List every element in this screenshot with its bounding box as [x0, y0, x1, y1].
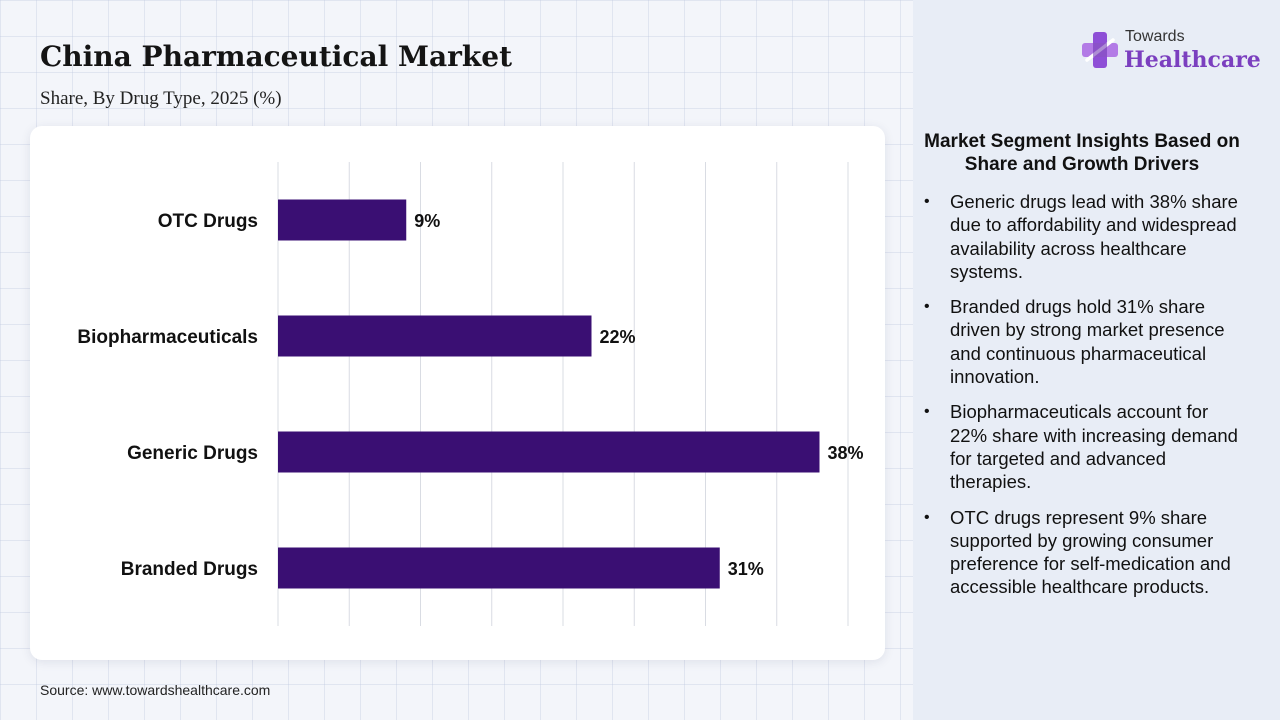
- insight-text: OTC drugs represent 9% share supported b…: [950, 506, 1231, 598]
- insights-title: Market Segment Insights Based on Share a…: [924, 131, 1240, 175]
- insights-list: • Generic drugs lead with 38% share due t…: [922, 190, 1242, 611]
- chart-card: OTC Drugs 9% Biopharmaceuticals 22% Generic …: [30, 126, 885, 660]
- bullet-icon: •: [924, 298, 930, 316]
- page-subtitle: Share, By Drug Type, 2025 (%): [40, 88, 282, 109]
- insight-item: • Generic drugs lead with 38% share due t…: [922, 190, 1242, 283]
- category-label: OTC Drugs: [158, 211, 258, 232]
- bullet-icon: •: [924, 508, 930, 526]
- logo-text-main: Healthcare: [1124, 47, 1261, 73]
- insight-text: Generic drugs lead with 38% share due to…: [950, 191, 1238, 282]
- bar: [278, 199, 407, 241]
- source-note: Source: www.towardshealthcare.com: [40, 682, 271, 698]
- data-label: 31%: [728, 559, 764, 579]
- logo-text-top: Towards: [1125, 28, 1185, 45]
- insights-panel: [913, 0, 1280, 720]
- insight-item: • Biopharmaceuticals account for 22% shar…: [922, 400, 1242, 493]
- data-label: 22%: [600, 327, 636, 347]
- insight-text: Biopharmaceuticals account for 22% share…: [950, 401, 1238, 493]
- insight-text: Branded drugs hold 31% share driven by s…: [950, 296, 1225, 388]
- bar: [278, 547, 720, 589]
- brand-logo: Towards Healthcare: [1080, 28, 1261, 78]
- category-label: Biopharmaceuticals: [77, 327, 258, 348]
- bar-chart: OTC Drugs 9% Biopharmaceuticals 22% Generic …: [77, 162, 864, 626]
- bar: [278, 431, 820, 473]
- category-label: Branded Drugs: [121, 559, 258, 580]
- bullet-icon: •: [924, 403, 930, 421]
- category-label: Generic Drugs: [127, 443, 258, 464]
- data-label: 38%: [828, 443, 864, 463]
- plus-cross-icon: [1082, 32, 1118, 68]
- bullet-icon: •: [924, 193, 930, 210]
- bar: [278, 315, 592, 357]
- insight-item: • OTC drugs represent 9% share supported …: [922, 506, 1242, 599]
- insight-item: • Branded drugs hold 31% share driven by …: [922, 295, 1242, 388]
- page-title: China Pharmaceutical Market: [40, 40, 513, 73]
- data-label: 9%: [414, 211, 440, 231]
